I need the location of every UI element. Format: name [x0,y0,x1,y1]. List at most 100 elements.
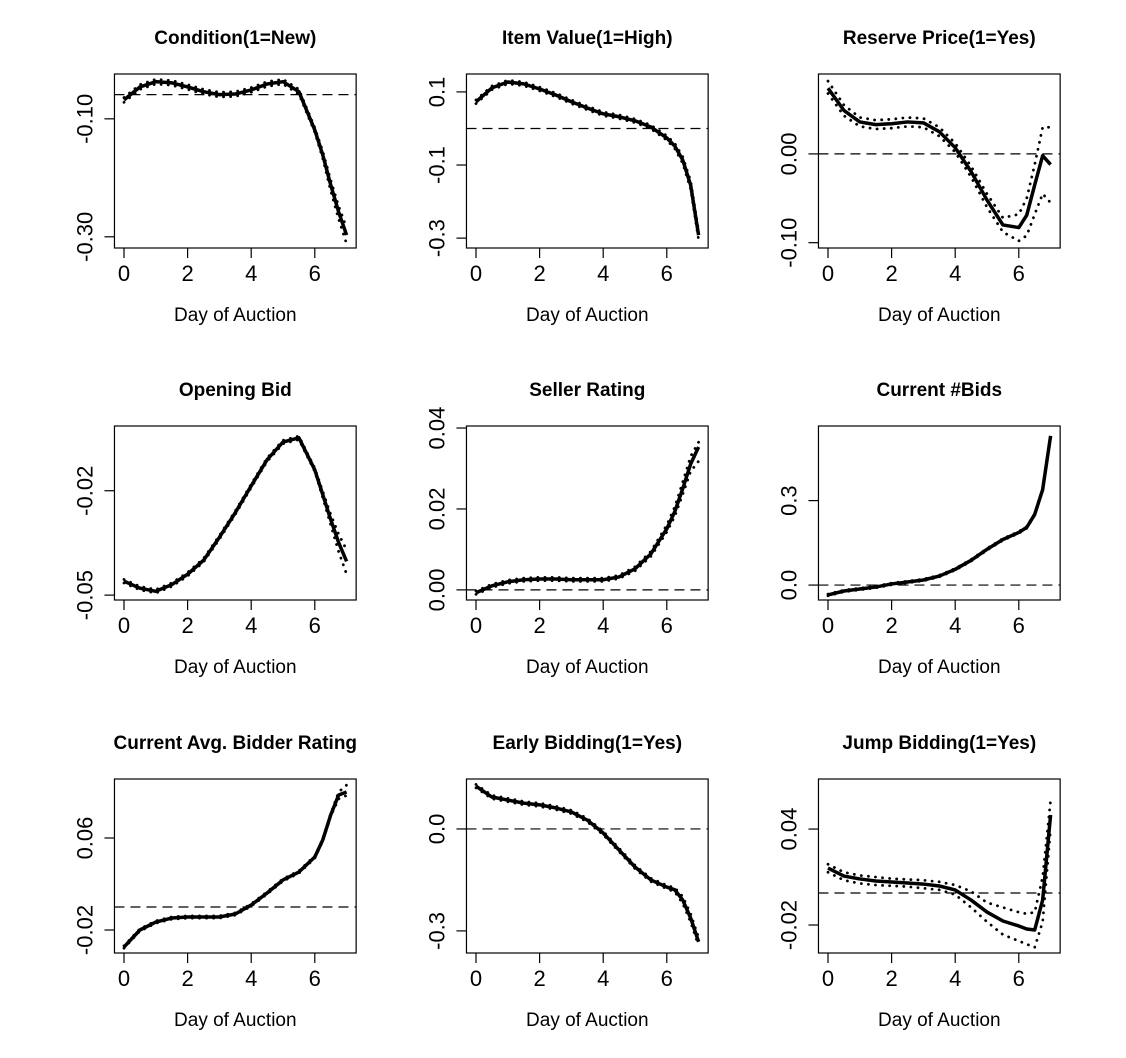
panel-title: Early Bidding(1=Yes) [493,733,683,754]
x-tick-label: 4 [245,261,257,286]
panel: Condition(1=New) Day of Auction 0 2 4 6 -0.10 -… [72,28,357,326]
panel-title: Reserve Price(1=Yes) [843,28,1036,49]
plot-box [465,73,709,249]
x-tick-label: 0 [470,966,482,991]
y-tick-label: -0.02 [72,905,97,955]
confidence-band [474,786,700,948]
y-tick-label: 0.0 [424,814,449,845]
panel-title: Jump Bidding(1=Yes) [842,733,1036,754]
x-tick-label: 4 [949,261,961,286]
plot-box [113,425,357,601]
plot-box [113,73,357,249]
mean-curve [475,446,701,595]
y-tick-label: -0.10 [776,218,801,268]
x-tick-label: 2 [533,966,545,991]
y-tick-label: 0.0 [776,570,801,601]
confidence-band [826,827,1052,950]
mean-curve [474,80,701,236]
x-axis-label: Day of Auction [174,305,297,326]
mean-curve [827,435,1053,597]
x-tick-label: 6 [309,261,321,286]
confidence-band [122,437,348,595]
confidence-band [474,82,700,242]
y-tick-label: -0.3 [424,912,449,950]
x-axis-label: Day of Auction [526,305,649,326]
confidence-band [826,435,1052,598]
x-tick-label: 6 [309,613,321,638]
y-tick-label: 0.00 [424,568,449,611]
y-tick-label: -0.1 [424,146,449,184]
x-axis-label: Day of Auction [526,657,649,678]
plot-box [465,778,709,954]
y-tick-label: 0.06 [72,817,97,860]
confidence-band [826,79,1052,220]
panel: Reserve Price(1=Yes) Day of Auction 0 2 4 6 0.… [776,28,1061,326]
x-tick-label: 0 [118,613,130,638]
mean-curve [827,814,1053,932]
panel: Current Avg. Bidder Rating Day of Auction… [72,733,357,1031]
y-tick-label: 0.3 [776,485,801,516]
y-tick-label: 0.00 [776,132,801,175]
x-tick-label: 6 [1013,261,1025,286]
plot-box [113,778,357,954]
panel-title: Current Avg. Bidder Rating [114,733,358,754]
panel-title: Seller Rating [529,380,645,401]
panel: Early Bidding(1=Yes) Day of Auction 0 2 4 6 0.… [424,733,709,1031]
x-tick-label: 2 [885,261,897,286]
confidence-band [122,77,348,230]
confidence-band [826,92,1052,243]
x-tick-label: 2 [181,261,193,286]
mean-curve [122,79,349,236]
x-tick-label: 2 [533,613,545,638]
x-tick-label: 0 [822,613,834,638]
mean-curve [475,784,701,943]
y-tick-label: 0.02 [424,488,449,531]
panel: Current #Bids Day of Auction 0 2 4 6 0.0 0.3 [776,380,1061,678]
y-tick-label: 0.04 [424,407,449,450]
confidence-band [122,794,348,950]
x-axis-label: Day of Auction [878,305,1001,326]
confidence-band [826,433,1052,596]
mean-curve [122,790,348,949]
x-tick-label: 2 [181,613,193,638]
x-tick-label: 4 [949,613,961,638]
x-tick-label: 6 [661,261,673,286]
y-tick-label: 0.1 [424,77,449,108]
x-axis-label: Day of Auction [174,657,297,678]
x-tick-label: 4 [597,261,609,286]
panel: Opening Bid Day of Auction 0 2 4 6 -0.02 -0.05 [72,380,357,678]
y-tick-label: -0.30 [72,212,97,262]
panel-title: Opening Bid [179,380,292,401]
x-tick-label: 0 [470,613,482,638]
panel: Jump Bidding(1=Yes) Day of Auction 0 2 4 6 0.0… [776,733,1061,1031]
confidence-band [122,82,348,246]
x-tick-label: 0 [470,261,482,286]
confidence-band [474,783,700,940]
confidence-band [474,78,700,233]
x-tick-label: 4 [245,613,257,638]
x-tick-label: 2 [885,613,897,638]
y-tick-label: -0.05 [72,570,97,620]
x-tick-label: 4 [597,613,609,638]
y-tick-label: 0.04 [776,808,801,851]
panel: Seller Rating Day of Auction 0 2 4 6 0.00 0.02 0… [424,380,709,678]
panel: Item Value(1=High) Day of Auction 0 2 4 6 0.1 -… [424,28,709,326]
x-axis-label: Day of Auction [878,1010,1001,1031]
panel-title: Condition(1=New) [154,28,316,49]
confidence-band [826,798,1052,916]
x-tick-label: 2 [885,966,897,991]
x-axis-label: Day of Auction [174,1010,297,1031]
mean-curve [123,436,349,594]
panel-title: Current #Bids [876,380,1002,401]
x-axis-label: Day of Auction [878,657,1001,678]
x-tick-label: 6 [1013,613,1025,638]
x-tick-label: 4 [597,966,609,991]
x-tick-label: 4 [949,966,961,991]
confidence-band [474,440,700,593]
x-tick-label: 6 [309,966,321,991]
plot-box [817,778,1061,954]
y-tick-label: -0.3 [424,219,449,257]
x-tick-label: 0 [118,261,130,286]
x-tick-label: 0 [822,966,834,991]
